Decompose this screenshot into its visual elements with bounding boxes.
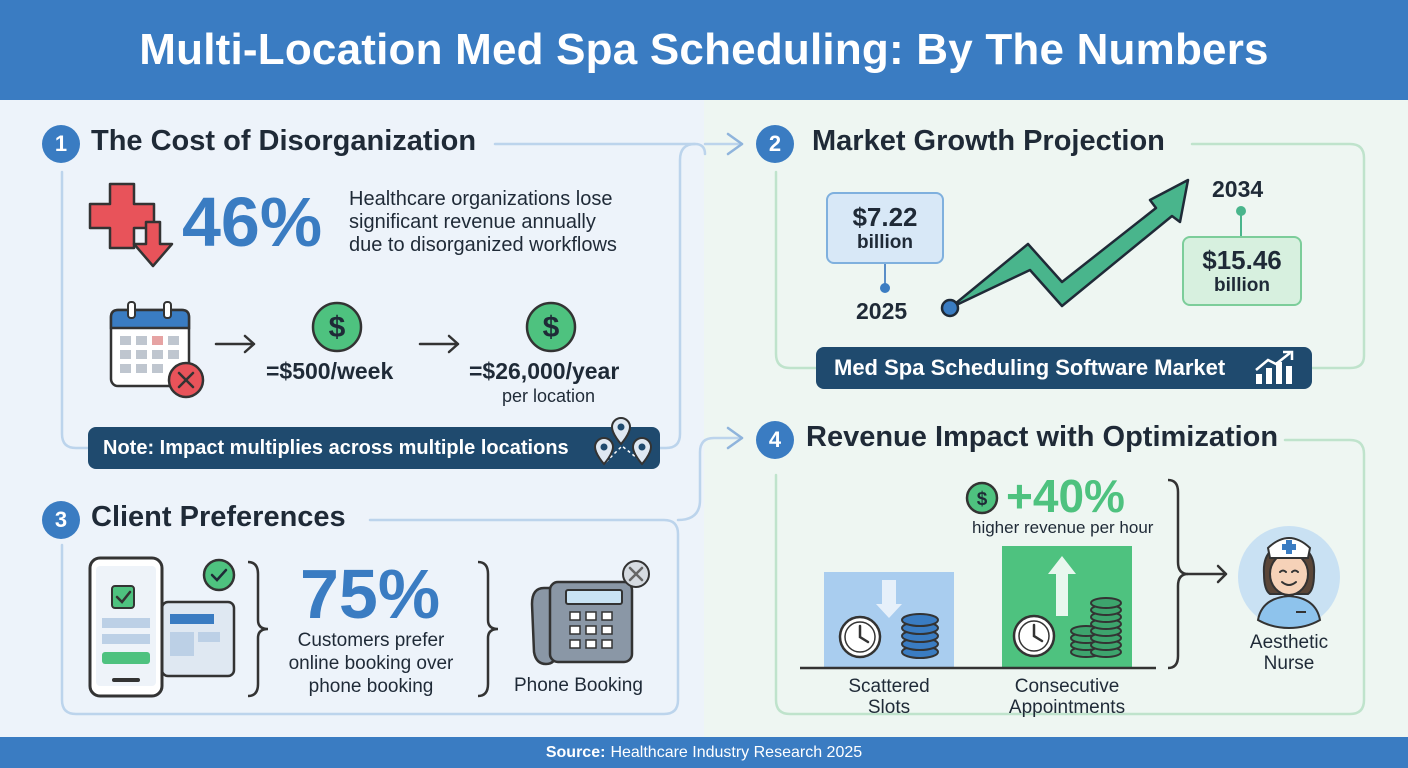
end-value-box: $15.46 billion — [1182, 236, 1302, 306]
start-year: 2025 — [856, 298, 908, 324]
start-value: $7.22 — [852, 202, 918, 232]
revenue-comparison-graphic — [800, 546, 1156, 670]
svg-text:$: $ — [977, 489, 988, 510]
section2-title: Market Growth Projection — [812, 125, 1165, 157]
section1-number-badge: 1 — [42, 125, 80, 163]
section3-title: Client Preferences — [91, 501, 346, 533]
location-pins-icon — [593, 416, 653, 466]
section4-title: Revenue Impact with Optimization — [806, 421, 1279, 453]
note-text: Note: Impact multiplies across multiple … — [103, 436, 569, 459]
footer: Source: Healthcare Industry Research 202… — [0, 737, 1408, 768]
end-connector — [1236, 206, 1246, 238]
desk-phone-icon — [530, 560, 650, 666]
yearly-cost-sub: per location — [502, 386, 596, 406]
dollar-coin-icon: $ — [311, 301, 363, 353]
medical-cross-down-icon — [88, 182, 174, 268]
section4-desc: higher revenue per hour — [972, 518, 1154, 537]
section3-desc-line2: online booking over — [288, 653, 454, 674]
phone-tablet-online-booking-icon — [88, 556, 236, 698]
page-title: Multi-Location Med Spa Scheduling: By Th… — [139, 25, 1269, 74]
bar-chart-up-icon — [1255, 350, 1294, 384]
nurse-label-line1: Aesthetic — [1249, 632, 1329, 653]
note-bar: Note: Impact multiplies across multiple … — [88, 427, 660, 469]
section4-stat: +40% — [1006, 470, 1125, 522]
consecutive-label-line2: Appointments — [1008, 697, 1126, 718]
section3-number-badge: 3 — [42, 501, 80, 539]
section3-stat: 75% — [300, 555, 441, 633]
section1-stat: 46% — [182, 183, 323, 261]
svg-text:$: $ — [543, 311, 560, 344]
phone-booking-label: Phone Booking — [514, 675, 643, 696]
end-unit: billion — [1214, 275, 1270, 296]
nurse-avatar-icon — [1238, 526, 1340, 630]
check-badge-icon — [202, 558, 236, 592]
weekly-cost: =$500/week — [266, 358, 394, 384]
growth-arrow-icon — [940, 178, 1190, 318]
end-year: 2034 — [1212, 176, 1264, 202]
section2-number-badge: 2 — [756, 125, 794, 163]
dollar-coin-icon: $ — [965, 481, 999, 515]
section3-desc-line1: Customers prefer — [297, 630, 445, 651]
start-unit: billion — [857, 232, 913, 253]
start-value-box: $7.22 billion — [826, 192, 944, 264]
arrow-right-icon — [214, 334, 256, 354]
calendar-cancel-icon — [109, 301, 205, 399]
left-bracket — [247, 560, 269, 698]
scattered-label-line2: Slots — [867, 697, 911, 718]
section1-desc-line1: Healthcare organizations lose — [349, 188, 613, 210]
section1-title: The Cost of Disorganization — [91, 125, 477, 157]
header: Multi-Location Med Spa Scheduling: By Th… — [0, 0, 1408, 100]
section3-desc-line3: phone booking — [308, 676, 434, 697]
start-connector — [880, 264, 890, 293]
right-bracket — [477, 560, 499, 698]
market-label-bar: Med Spa Scheduling Software Market — [816, 347, 1312, 389]
scattered-label-line1: Scattered — [848, 676, 930, 697]
section1-desc-line2: significant revenue annually — [349, 211, 596, 233]
source-label: Source: — [545, 743, 606, 761]
dollar-coin-icon: $ — [525, 301, 577, 353]
yearly-cost: =$26,000/year — [469, 358, 620, 384]
bracket-arrow-right — [1167, 478, 1228, 670]
section4-number-badge: 4 — [756, 421, 794, 459]
consecutive-label-line1: Consecutive — [1014, 676, 1120, 697]
section-connectors — [60, 132, 1366, 716]
source-text: Healthcare Industry Research 2025 — [610, 743, 863, 761]
nurse-label-line2: Nurse — [1263, 653, 1315, 674]
end-value: $15.46 — [1202, 245, 1282, 275]
svg-text:$: $ — [329, 311, 346, 344]
market-label: Med Spa Scheduling Software Market — [834, 355, 1226, 380]
arrow-right-icon — [418, 334, 460, 354]
section1-desc-line3: due to disorganized workflows — [349, 234, 617, 256]
